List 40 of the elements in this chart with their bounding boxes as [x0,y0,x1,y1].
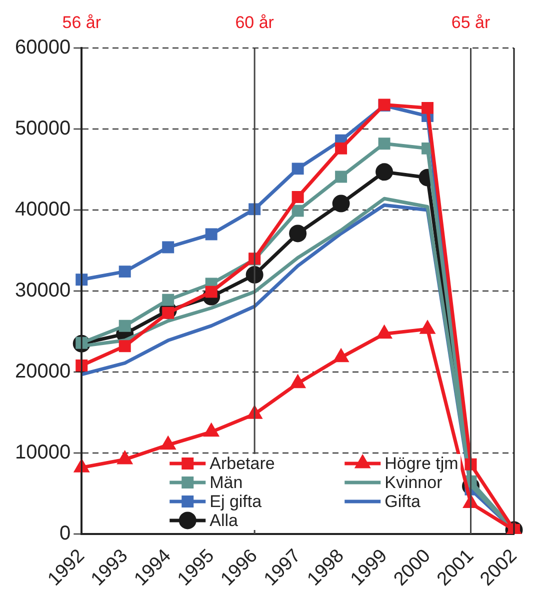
point [289,224,307,242]
legend-label: Gifta [384,492,422,512]
point [377,326,392,339]
point [292,191,304,204]
y-tick-label: 10000 [14,442,71,464]
legend-label: Alla [210,511,239,530]
y-tick-label: 30000 [14,280,71,302]
point [290,376,305,388]
legend-label: Ej gifta [210,492,262,512]
y-tick-label: 50000 [14,118,71,140]
point [118,340,131,352]
ref-line-label: 65 år [451,13,490,32]
point [162,241,174,254]
point [335,142,348,154]
ref-line-label: 56 år [62,13,102,32]
point [332,194,350,212]
point [335,170,348,183]
ref-line-label: 60 år [235,13,274,32]
point [292,162,304,175]
point [161,437,176,450]
point [420,321,434,334]
legend-label: Kvinnor [384,473,443,492]
point [205,228,218,240]
point [162,294,174,306]
y-tick-label: 40000 [14,198,71,221]
y-tick-label: 60000 [14,36,71,59]
point [118,452,132,464]
point [118,266,131,278]
point [292,204,304,217]
point [334,350,348,362]
point [422,102,434,114]
y-tick-label: 0 [59,522,71,545]
y-tick-label: 20000 [14,360,71,383]
legend-label: Arbetare [210,454,275,474]
point [118,320,131,332]
point [204,424,218,437]
legend-label: Högre tjm [384,454,458,474]
legend-label: Män [210,473,243,492]
point [376,163,394,181]
point [378,138,390,150]
